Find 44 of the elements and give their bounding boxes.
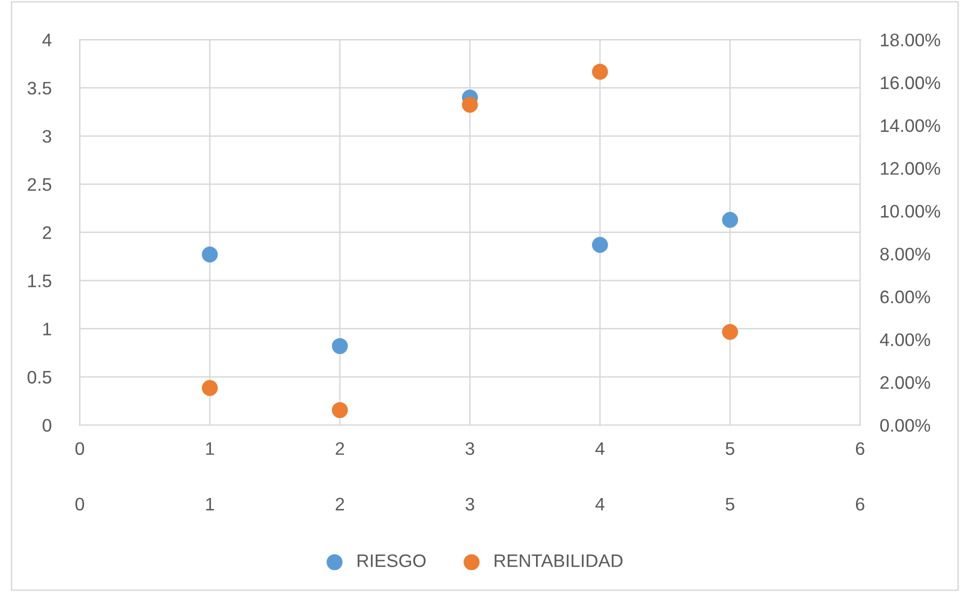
point <box>462 96 478 113</box>
y2-tick-label: 10.00% <box>880 204 940 218</box>
y-tick-label: 3.5 <box>28 82 52 95</box>
point <box>332 338 348 354</box>
point <box>592 64 608 80</box>
y2-tick-label: 6.00% <box>880 290 930 304</box>
point <box>332 402 348 418</box>
y-tick-label: 4 <box>42 34 52 46</box>
point <box>722 212 738 228</box>
x2-tick-label: 5 <box>726 498 734 511</box>
x2-tick-label: 1 <box>206 498 214 510</box>
x-tick-label: 5 <box>726 442 734 455</box>
x2-tick-label: 2 <box>336 498 344 510</box>
y2-tick-label: 18.00% <box>880 34 940 46</box>
y-tick-label: 3 <box>42 130 52 143</box>
legend-label: RIESGO <box>358 554 426 568</box>
y-tick-label: 0 <box>42 418 52 432</box>
y2-tick-label: 4.00% <box>880 333 930 346</box>
x-tick-label: 6 <box>856 442 864 455</box>
y2-tick-label: 8.00% <box>880 248 930 260</box>
y-tick-label: 2.5 <box>28 178 52 191</box>
y2-tick-label: 2.00% <box>880 376 930 389</box>
x2-tick-label: 3 <box>466 498 474 511</box>
point <box>592 236 608 253</box>
y-tick-label: 0.5 <box>28 370 52 384</box>
x-tick-label: 4 <box>595 442 604 455</box>
x-tick-label: 1 <box>206 442 214 455</box>
legend-label: RENTABILIDAD <box>494 554 622 567</box>
x-tick-label: 2 <box>336 442 344 455</box>
point <box>202 246 218 262</box>
x-tick-label: 3 <box>466 442 474 455</box>
y2-tick-label: 16.00% <box>880 76 940 90</box>
y-tick-label: 1 <box>43 322 52 336</box>
point <box>202 380 218 396</box>
point <box>722 324 738 340</box>
x2-tick-label: 4 <box>595 498 604 510</box>
x2-tick-label: 0 <box>75 498 84 511</box>
y2-tick-label: 14.00% <box>880 119 940 132</box>
y2-tick-label: 0.00% <box>880 418 930 432</box>
x2-tick-label: 6 <box>856 498 864 511</box>
y-tick-label: 1.5 <box>28 274 52 288</box>
y2-tick-label: 12.00% <box>880 162 940 175</box>
x-tick-label: 0 <box>75 442 84 455</box>
y-tick-label: 2 <box>42 226 52 239</box>
